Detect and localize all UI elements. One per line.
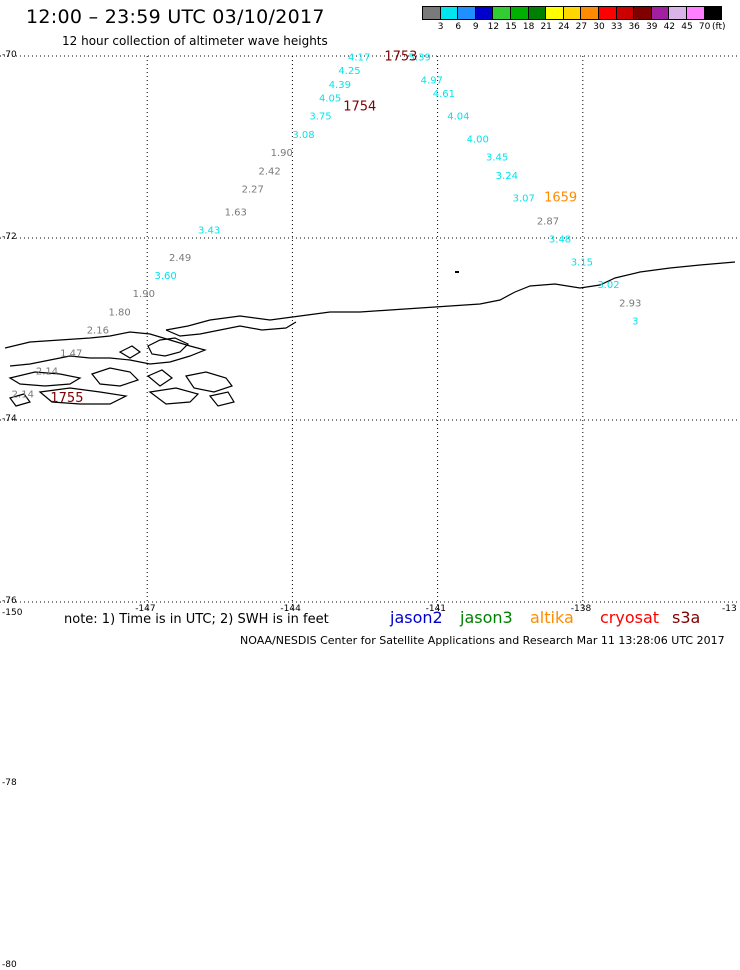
legend-tick-label: 18 (522, 22, 535, 32)
island-g (208, 391, 235, 407)
map-title: 12:00 – 23:59 UTC 03/10/2017 (26, 6, 325, 28)
map-canvas: 4.17 4.25 4.39 4.05 3.75 3.08 1.90 2.42 2.27 1.63… (0, 50, 740, 610)
coast-lobe-2 (4, 331, 207, 367)
wave-height-value: 3.24 (496, 171, 518, 182)
time-tag: 1659 (544, 191, 577, 206)
wave-height-value: 4.97 (421, 75, 443, 86)
small-islet (455, 271, 459, 273)
longitude-label: -13 (722, 604, 737, 614)
wave-height-value: 2.16 (87, 326, 109, 337)
island-a (8, 371, 82, 387)
legend-tick-label: 39 (646, 22, 658, 32)
coast-lobe-3 (147, 337, 190, 357)
legend-tick-label: 42 (663, 22, 676, 32)
island-c (146, 369, 174, 387)
wave-height-value: 3.75 (309, 112, 331, 123)
satellite-label: jason2 (390, 608, 443, 627)
wave-height-value: 3.43 (198, 225, 220, 236)
wave-height-value: 4.39 (329, 80, 351, 91)
legend-tick-label: 9 (472, 22, 479, 32)
latitude-label: -72 (2, 232, 17, 242)
time-tag: 1754 (343, 100, 376, 115)
wave-height-value: 3.02 (597, 280, 619, 291)
legend-tick-label: 70 (698, 22, 711, 32)
wave-height-value: 1.63 (225, 207, 247, 218)
legend-tick-label: 21 (540, 22, 552, 32)
wave-height-value: 3 (632, 316, 638, 327)
wave-height-value: 2.27 (242, 185, 264, 196)
legend-tick-label: 3 (437, 22, 444, 32)
longitude-label: -144 (280, 604, 301, 614)
island-i (8, 393, 32, 407)
satellite-label: cryosat (600, 608, 660, 627)
wave-height-value: 1.47 (60, 348, 82, 359)
legend-tick-label: 33 (610, 22, 623, 32)
island-e (38, 387, 128, 405)
wave-height-value: 1.80 (108, 307, 130, 318)
coast-lobe-1 (165, 321, 297, 337)
wave-height-value: 3.07 (513, 194, 535, 205)
latitude-label: -70 (2, 50, 17, 60)
legend-tick-label: 24 (558, 22, 570, 32)
satellite-label: s3a (672, 608, 701, 627)
wave-height-value: 4.25 (338, 66, 360, 77)
wave-height-value: 2.42 (259, 166, 281, 177)
legend-tick-label: 12 (487, 22, 500, 32)
longitude-label: -147 (135, 604, 156, 614)
time-tag: 1755 (50, 391, 83, 406)
island-f (148, 387, 200, 405)
ice-shelf-edge (165, 261, 736, 331)
wave-height-value: 3.15 (571, 257, 593, 268)
time-tags: 1753 1754 1755 1659 (50, 50, 577, 406)
satellite-label: altika (530, 608, 574, 627)
latitude-label: -76 (2, 596, 17, 606)
legend-tick-label: 45 (681, 22, 693, 32)
graticule (0, 55, 740, 610)
wave-height-value: 4.05 (319, 94, 341, 105)
coastline (4, 261, 736, 407)
longitude-label: -138 (570, 604, 592, 614)
latitude-label: -78 (2, 778, 17, 788)
wave-height-value: 3.08 (292, 130, 314, 141)
wave-height-value: 2.14 (12, 389, 34, 400)
wave-height-value: 4.61 (433, 89, 455, 100)
legend-tick-label: 30 (593, 22, 605, 32)
island-d (185, 371, 233, 393)
island-h (118, 345, 142, 359)
note-text: note: 1) Time is in UTC; 2) SWH is in fe… (64, 612, 329, 627)
wave-height-value: 4.04 (447, 112, 469, 123)
altimeter-map: 12:00 – 23:59 UTC 03/10/2017 12 hour col… (0, 6, 740, 970)
time-tag: 1753 (384, 50, 417, 65)
wave-height-value: 3.45 (486, 153, 508, 164)
wave-height-value: 2.93 (619, 298, 641, 309)
legend-unit: (ft) (712, 22, 726, 32)
altimeter-tracks: 4.17 4.25 4.39 4.05 3.75 3.08 1.90 2.42 2.27 1.63… (12, 53, 642, 401)
wave-height-value: 3.60 (154, 271, 176, 282)
longitude-label: -141 (425, 604, 447, 614)
footer-credit: NOAA/NESDIS Center for Satellite Applica… (240, 634, 725, 647)
legend-tick-label: 6 (455, 22, 462, 32)
legend-tick-label: 36 (628, 22, 640, 32)
wave-height-value: 2.49 (169, 253, 191, 264)
wave-height-value: 5.39 (409, 53, 431, 64)
wave-height-value: 1.90 (133, 289, 155, 300)
wave-height-value: 1.90 (271, 148, 293, 159)
island-b (90, 367, 140, 387)
legend-swatch (703, 6, 723, 20)
wave-height-value: 4.17 (348, 53, 370, 64)
legend-tick-label: 15 (505, 22, 517, 32)
legend-tick-label: 27 (575, 22, 588, 32)
latitude-label: -80 (2, 960, 17, 970)
wave-height-value: 4.00 (467, 134, 489, 145)
latitude-label: -74 (2, 414, 17, 424)
wave-height-value: 2.87 (537, 216, 559, 227)
map-subtitle: 12 hour collection of altimeter wave hei… (62, 34, 328, 48)
satellite-label: jason3 (460, 608, 513, 627)
wave-height-value: 3.48 (549, 235, 571, 246)
longitude-label: -150 (2, 608, 23, 618)
wave-height-value: 2.14 (36, 367, 58, 378)
